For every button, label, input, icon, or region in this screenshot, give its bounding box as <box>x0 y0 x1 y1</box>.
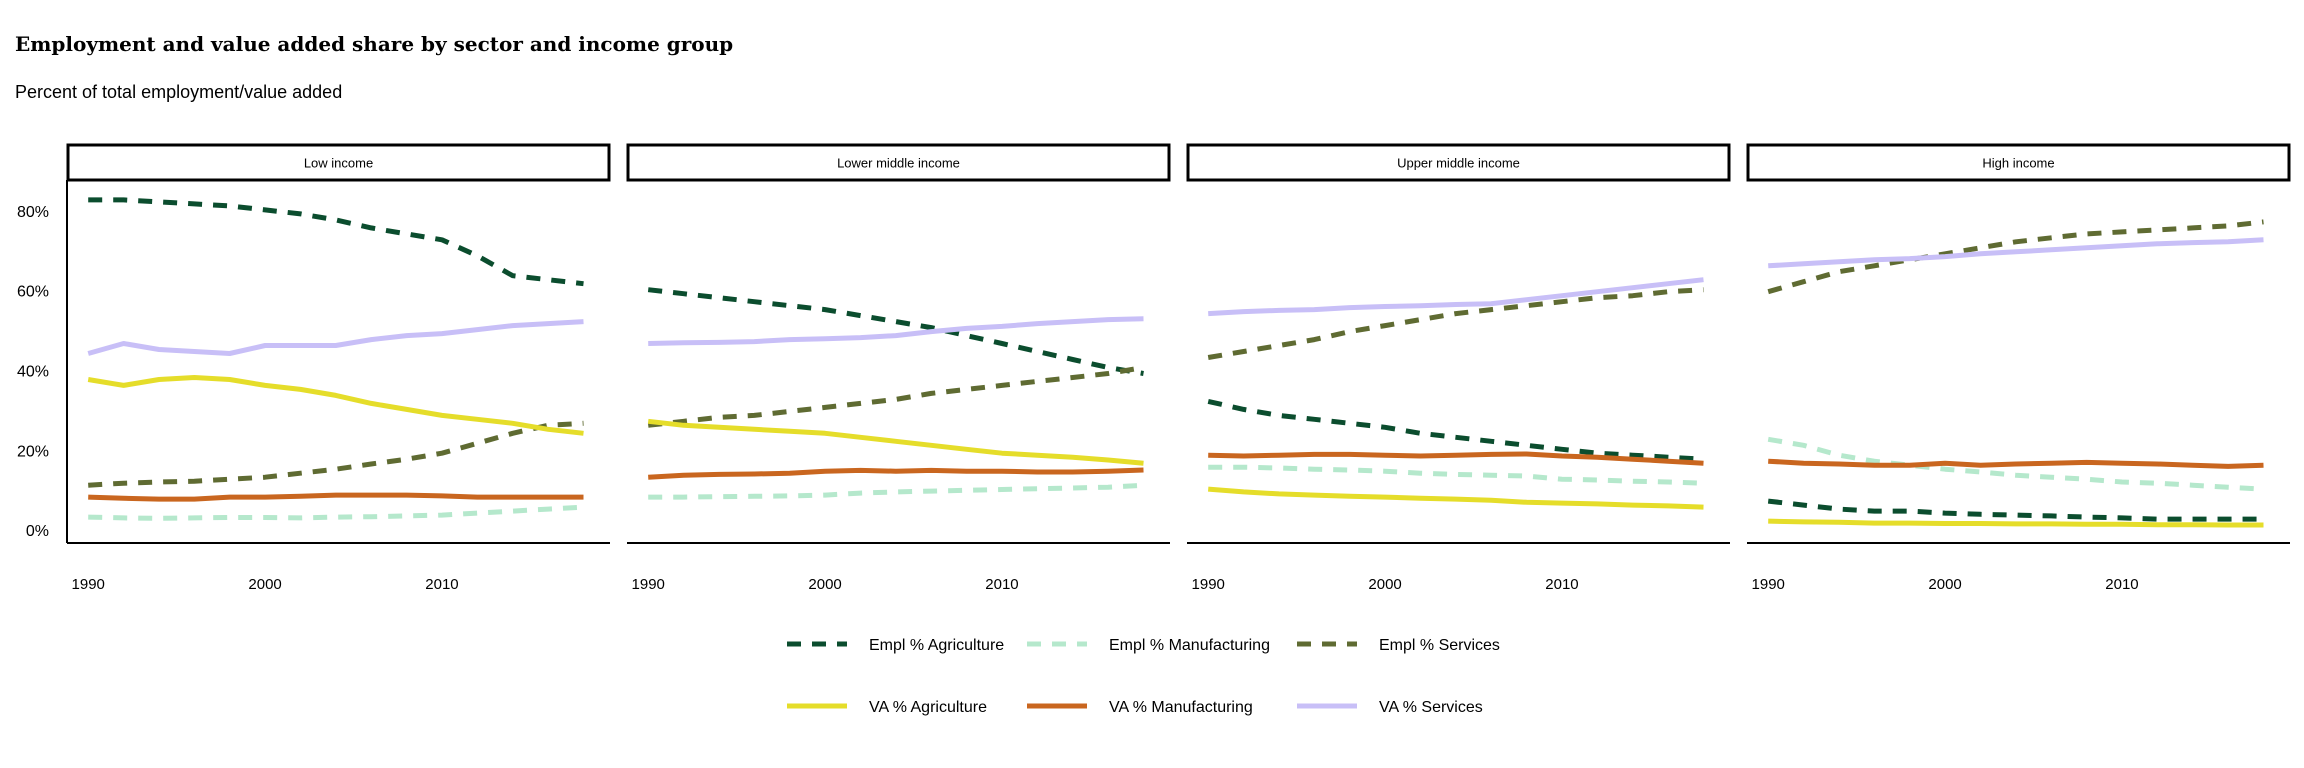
y-tick-label: 80% <box>17 204 49 221</box>
x-tick-label: 2000 <box>1368 576 1401 593</box>
x-tick-label: 2010 <box>1545 576 1578 593</box>
facet-strip <box>1746 143 2291 182</box>
series-line <box>1768 518 2264 528</box>
series-line <box>1767 436 2264 492</box>
y-tick-label: 0% <box>26 523 49 540</box>
x-tick-label: 2000 <box>808 576 841 593</box>
series-line <box>1768 237 2264 269</box>
series-line <box>1208 486 1704 510</box>
series-line <box>1208 277 1704 317</box>
series-line <box>647 418 1144 466</box>
facet-label: High income <box>1982 156 2054 171</box>
x-tick-label: 2000 <box>1928 576 1961 593</box>
y-tick-label: 60% <box>17 284 49 301</box>
facet-strip <box>66 143 611 182</box>
series-line <box>1207 287 1704 360</box>
x-tick-label: 2010 <box>2105 576 2138 593</box>
facet-label: Low income <box>304 156 373 171</box>
series-line <box>1208 451 1704 466</box>
x-tick-label: 2010 <box>425 576 458 593</box>
series-line <box>87 375 584 436</box>
series-line <box>1207 398 1704 462</box>
x-tick-label: 1990 <box>632 576 665 593</box>
legend-label: Empl % Agriculture <box>869 637 1004 654</box>
series-line <box>88 197 584 287</box>
legend-label: VA % Manufacturing <box>1109 699 1253 716</box>
x-tick-label: 2000 <box>248 576 281 593</box>
series-line <box>88 492 584 502</box>
y-tick-label: 40% <box>17 363 49 380</box>
legend-label: VA % Agriculture <box>869 699 987 716</box>
series-line <box>1767 498 2264 522</box>
facet-label: Upper middle income <box>1397 156 1520 171</box>
series-line <box>88 504 584 521</box>
series-line <box>88 420 584 488</box>
legend-label: VA % Services <box>1379 699 1483 716</box>
series-line <box>648 467 1144 480</box>
x-tick-label: 2010 <box>985 576 1018 593</box>
facet-strip <box>1186 143 1731 182</box>
y-tick-label: 20% <box>17 443 49 460</box>
facet-strip <box>626 143 1171 182</box>
chart-title: Employment and value added share by sect… <box>15 32 734 56</box>
chart-subtitle: Percent of total employment/value added <box>15 82 343 102</box>
series-line <box>1768 458 2264 469</box>
legend-label: Empl % Services <box>1379 637 1500 654</box>
series-line <box>87 319 584 356</box>
series-line <box>647 287 1144 376</box>
series-line <box>1767 219 2264 295</box>
x-tick-label: 1990 <box>72 576 105 593</box>
series-line <box>1208 464 1704 486</box>
facet-label: Lower middle income <box>837 156 960 171</box>
x-tick-label: 1990 <box>1192 576 1225 593</box>
series-line <box>648 316 1144 346</box>
series-line <box>647 365 1144 428</box>
series-line <box>648 482 1144 500</box>
x-tick-label: 1990 <box>1752 576 1785 593</box>
legend-label: Empl % Manufacturing <box>1109 637 1270 654</box>
